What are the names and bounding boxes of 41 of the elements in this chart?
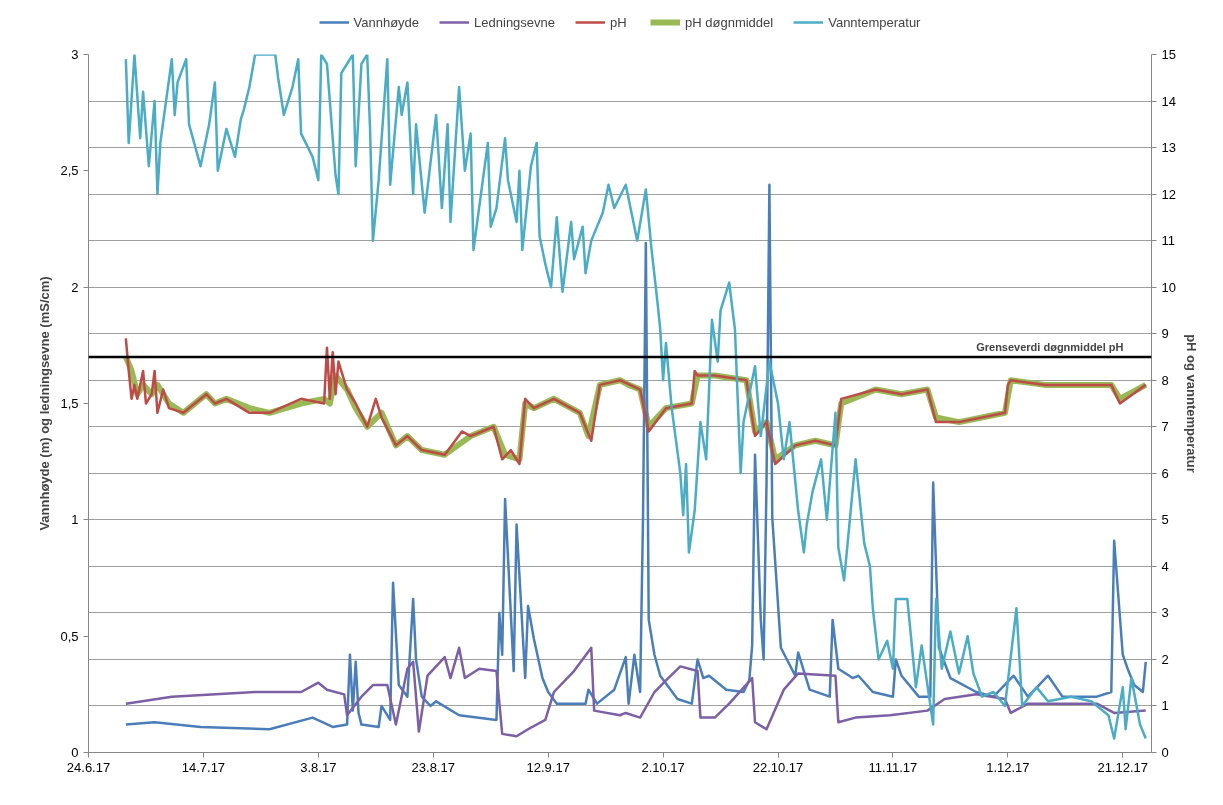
y2-tick-label: 9 [1161,326,1169,342]
x-tick-label: 2.10.17 [641,759,685,775]
legend-label: pH døgnmiddel [685,14,774,30]
y-tick-label: 1 [71,512,79,528]
y2-tick-label: 15 [1161,47,1176,62]
x-tick-label: 24.6.17 [66,759,111,775]
y2-tick-label: 5 [1161,512,1169,528]
y-tick-label: 1,5 [60,396,79,411]
y2-tick-label: 11 [1161,233,1175,249]
y2-tick-label: 8 [1161,372,1169,388]
legend-label: Ledningsevne [474,14,556,30]
x-tick-label: 1.12.17 [986,759,1030,775]
y2-tick-label: 13 [1161,140,1176,156]
y2-tick-label: 12 [1161,186,1176,202]
y2-tick-label: 7 [1161,419,1169,435]
x-tick-label: 14.7.17 [181,759,226,775]
x-tick-label: 3.8.17 [300,759,337,775]
y2-tick-label: 0 [1161,745,1169,760]
x-tick-label: 11.11.17 [868,759,918,775]
x-tick-label: 22.10.17 [752,759,804,775]
y2-axis-title: pH og vanntemperatur [1183,334,1199,473]
y2-tick-label: 2 [1161,651,1169,667]
legend-label: Vannhøyde [353,14,420,30]
y-tick-label: 2,5 [60,163,79,179]
y2-tick-label: 10 [1161,279,1176,295]
y2-tick-label: 3 [1161,605,1169,621]
y-axis-title: Vannhøyde (m) og ledningsevne (mS/cm) [37,276,53,531]
ref-line-label: Grenseverdi døgnmiddel pH [976,340,1124,353]
y-tick-label: 0,5 [60,628,79,644]
y2-tick-label: 1 [1161,698,1169,714]
legend-label: Vanntemperatur [828,14,921,30]
y2-tick-label: 4 [1161,558,1169,574]
legend-label: pH [610,14,628,30]
y2-tick-label: 6 [1161,465,1169,481]
y-tick-label: 3 [71,47,79,62]
y-tick-label: 2 [71,279,79,295]
x-tick-label: 23.8.17 [411,759,455,775]
x-tick-label: 12.9.17 [526,759,570,775]
x-tick-label: 21.12.17 [1097,759,1149,775]
y2-tick-label: 14 [1161,93,1176,109]
y-tick-label: 0 [71,745,79,760]
